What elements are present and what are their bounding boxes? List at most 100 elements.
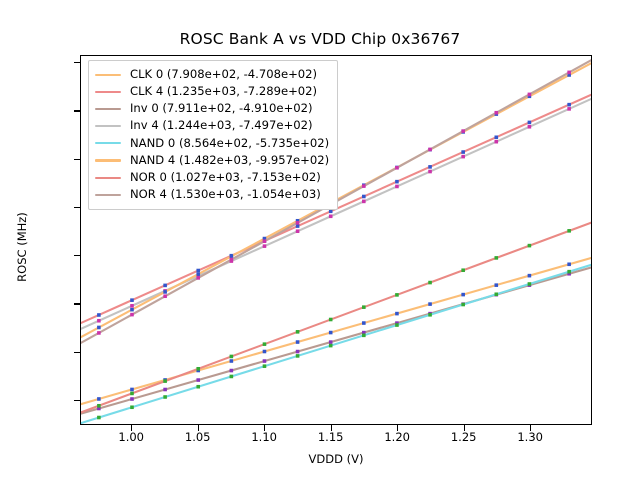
series-data-point — [428, 147, 432, 152]
legend-color-swatch — [95, 159, 121, 162]
legend-color-swatch — [95, 176, 121, 179]
series-data-point — [494, 292, 499, 297]
series-data-point — [328, 340, 333, 344]
legend-item: Inv 0 (7.911e+02, -4.910e+02) — [95, 100, 329, 117]
series-data-point — [262, 244, 267, 248]
series-data-point — [461, 129, 465, 133]
series-data-point — [130, 298, 134, 302]
series-data-point — [494, 139, 499, 144]
series-clk-0 — [81, 256, 591, 406]
series-data-point — [196, 366, 201, 371]
series-data-point — [567, 102, 571, 107]
series-data-point — [262, 342, 267, 346]
legend-item-label: NAND 4 (1.482e+03, -9.957e+02) — [130, 152, 330, 167]
series-data-point — [262, 239, 267, 243]
legend-item: NAND 4 (1.482e+03, -9.957e+02) — [95, 152, 329, 169]
series-data-point — [362, 194, 366, 199]
legend-item: CLK 4 (1.235e+03, -7.289e+02) — [95, 83, 329, 100]
series-data-point — [527, 94, 532, 99]
series-data-point — [130, 397, 134, 401]
series-data-point — [527, 243, 532, 248]
legend-color-swatch — [95, 90, 121, 93]
legend-item: CLK 0 (7.908e+02, -4.708e+02) — [95, 66, 329, 83]
series-data-point — [262, 236, 267, 241]
y-axis-label: ROSC (MHz) — [15, 212, 29, 282]
series-data-point — [130, 304, 134, 308]
legend-color-swatch — [95, 73, 121, 76]
series-data-point — [395, 179, 399, 184]
legend-color-swatch — [95, 142, 121, 145]
legend-item: NAND 0 (8.564e+02, -5.735e+02) — [95, 135, 329, 152]
series-data-point — [362, 330, 366, 335]
series-data-point — [567, 73, 571, 77]
x-axis-tick-mark — [463, 425, 465, 431]
series-data-point — [328, 330, 333, 335]
series-data-point — [461, 292, 465, 297]
series-data-point — [229, 374, 234, 379]
series-data-point — [395, 166, 399, 170]
legend-item-label: NOR 0 (1.027e+03, -7.153e+02) — [130, 169, 321, 184]
series-data-point — [295, 224, 300, 228]
series-data-point — [229, 257, 234, 262]
series-data-point — [163, 387, 167, 392]
series-data-point — [295, 330, 300, 334]
series-data-point — [196, 276, 201, 280]
legend-item-label: NAND 0 (8.564e+02, -5.735e+02) — [130, 135, 330, 150]
series-data-point — [97, 313, 101, 317]
x-axis-tick-label: 1.30 — [517, 430, 543, 444]
series-data-point — [494, 135, 499, 140]
series-data-point — [196, 378, 201, 382]
series-data-point — [295, 229, 300, 234]
series-data-point — [130, 312, 134, 317]
series-data-point — [527, 120, 532, 125]
series-data-point — [295, 354, 300, 358]
series-fit-line — [81, 256, 591, 406]
series-data-point — [295, 349, 300, 354]
legend-color-swatch — [95, 107, 121, 111]
legend-item-label: CLK 4 (1.235e+03, -7.289e+02) — [130, 83, 318, 98]
legend-color-swatch — [95, 125, 121, 128]
series-data-point — [494, 256, 499, 260]
series-data-point — [295, 340, 300, 344]
series-data-point — [97, 415, 101, 420]
y-axis-tick-mark — [74, 110, 80, 112]
series-data-point — [262, 359, 267, 363]
legend-item: NOR 4 (1.530e+03, -1.054e+03) — [95, 186, 329, 203]
series-nor-0 — [81, 221, 591, 414]
series-data-point — [362, 199, 366, 204]
series-data-point — [527, 282, 532, 286]
legend-item: NOR 0 (1.027e+03, -7.153e+02) — [95, 169, 329, 186]
series-data-point — [567, 107, 571, 111]
legend-item-label: NOR 4 (1.530e+03, -1.054e+03) — [130, 187, 321, 202]
x-axis-tick-label: 1.00 — [118, 430, 144, 444]
series-data-point — [395, 323, 399, 327]
series-data-point — [196, 274, 201, 278]
y-axis-tick-mark — [74, 62, 80, 64]
series-data-point — [567, 229, 571, 233]
series-data-point — [163, 395, 167, 399]
series-data-point — [97, 397, 101, 401]
series-data-point — [130, 307, 134, 312]
series-data-point — [97, 325, 101, 330]
series-data-point — [229, 359, 234, 363]
series-data-point — [567, 271, 571, 276]
series-data-point — [130, 391, 134, 396]
series-data-point — [362, 184, 366, 188]
series-data-point — [494, 110, 499, 115]
chart-title: ROSC Bank A vs VDD Chip 0x36767 — [179, 30, 461, 48]
series-data-point — [362, 333, 366, 338]
series-data-point — [328, 343, 333, 348]
x-axis-tick-mark — [530, 425, 532, 431]
series-data-point — [328, 209, 333, 214]
legend-color-swatch — [95, 193, 121, 196]
series-data-point — [295, 221, 300, 225]
series-data-point — [567, 70, 571, 75]
series-nand-0 — [81, 263, 591, 424]
series-data-point — [295, 218, 300, 223]
series-data-point — [428, 302, 432, 306]
series-data-point — [97, 331, 101, 335]
x-axis-label: VDDD (V) — [308, 452, 364, 466]
y-axis-tick-mark — [74, 351, 80, 353]
series-data-point — [567, 262, 571, 267]
